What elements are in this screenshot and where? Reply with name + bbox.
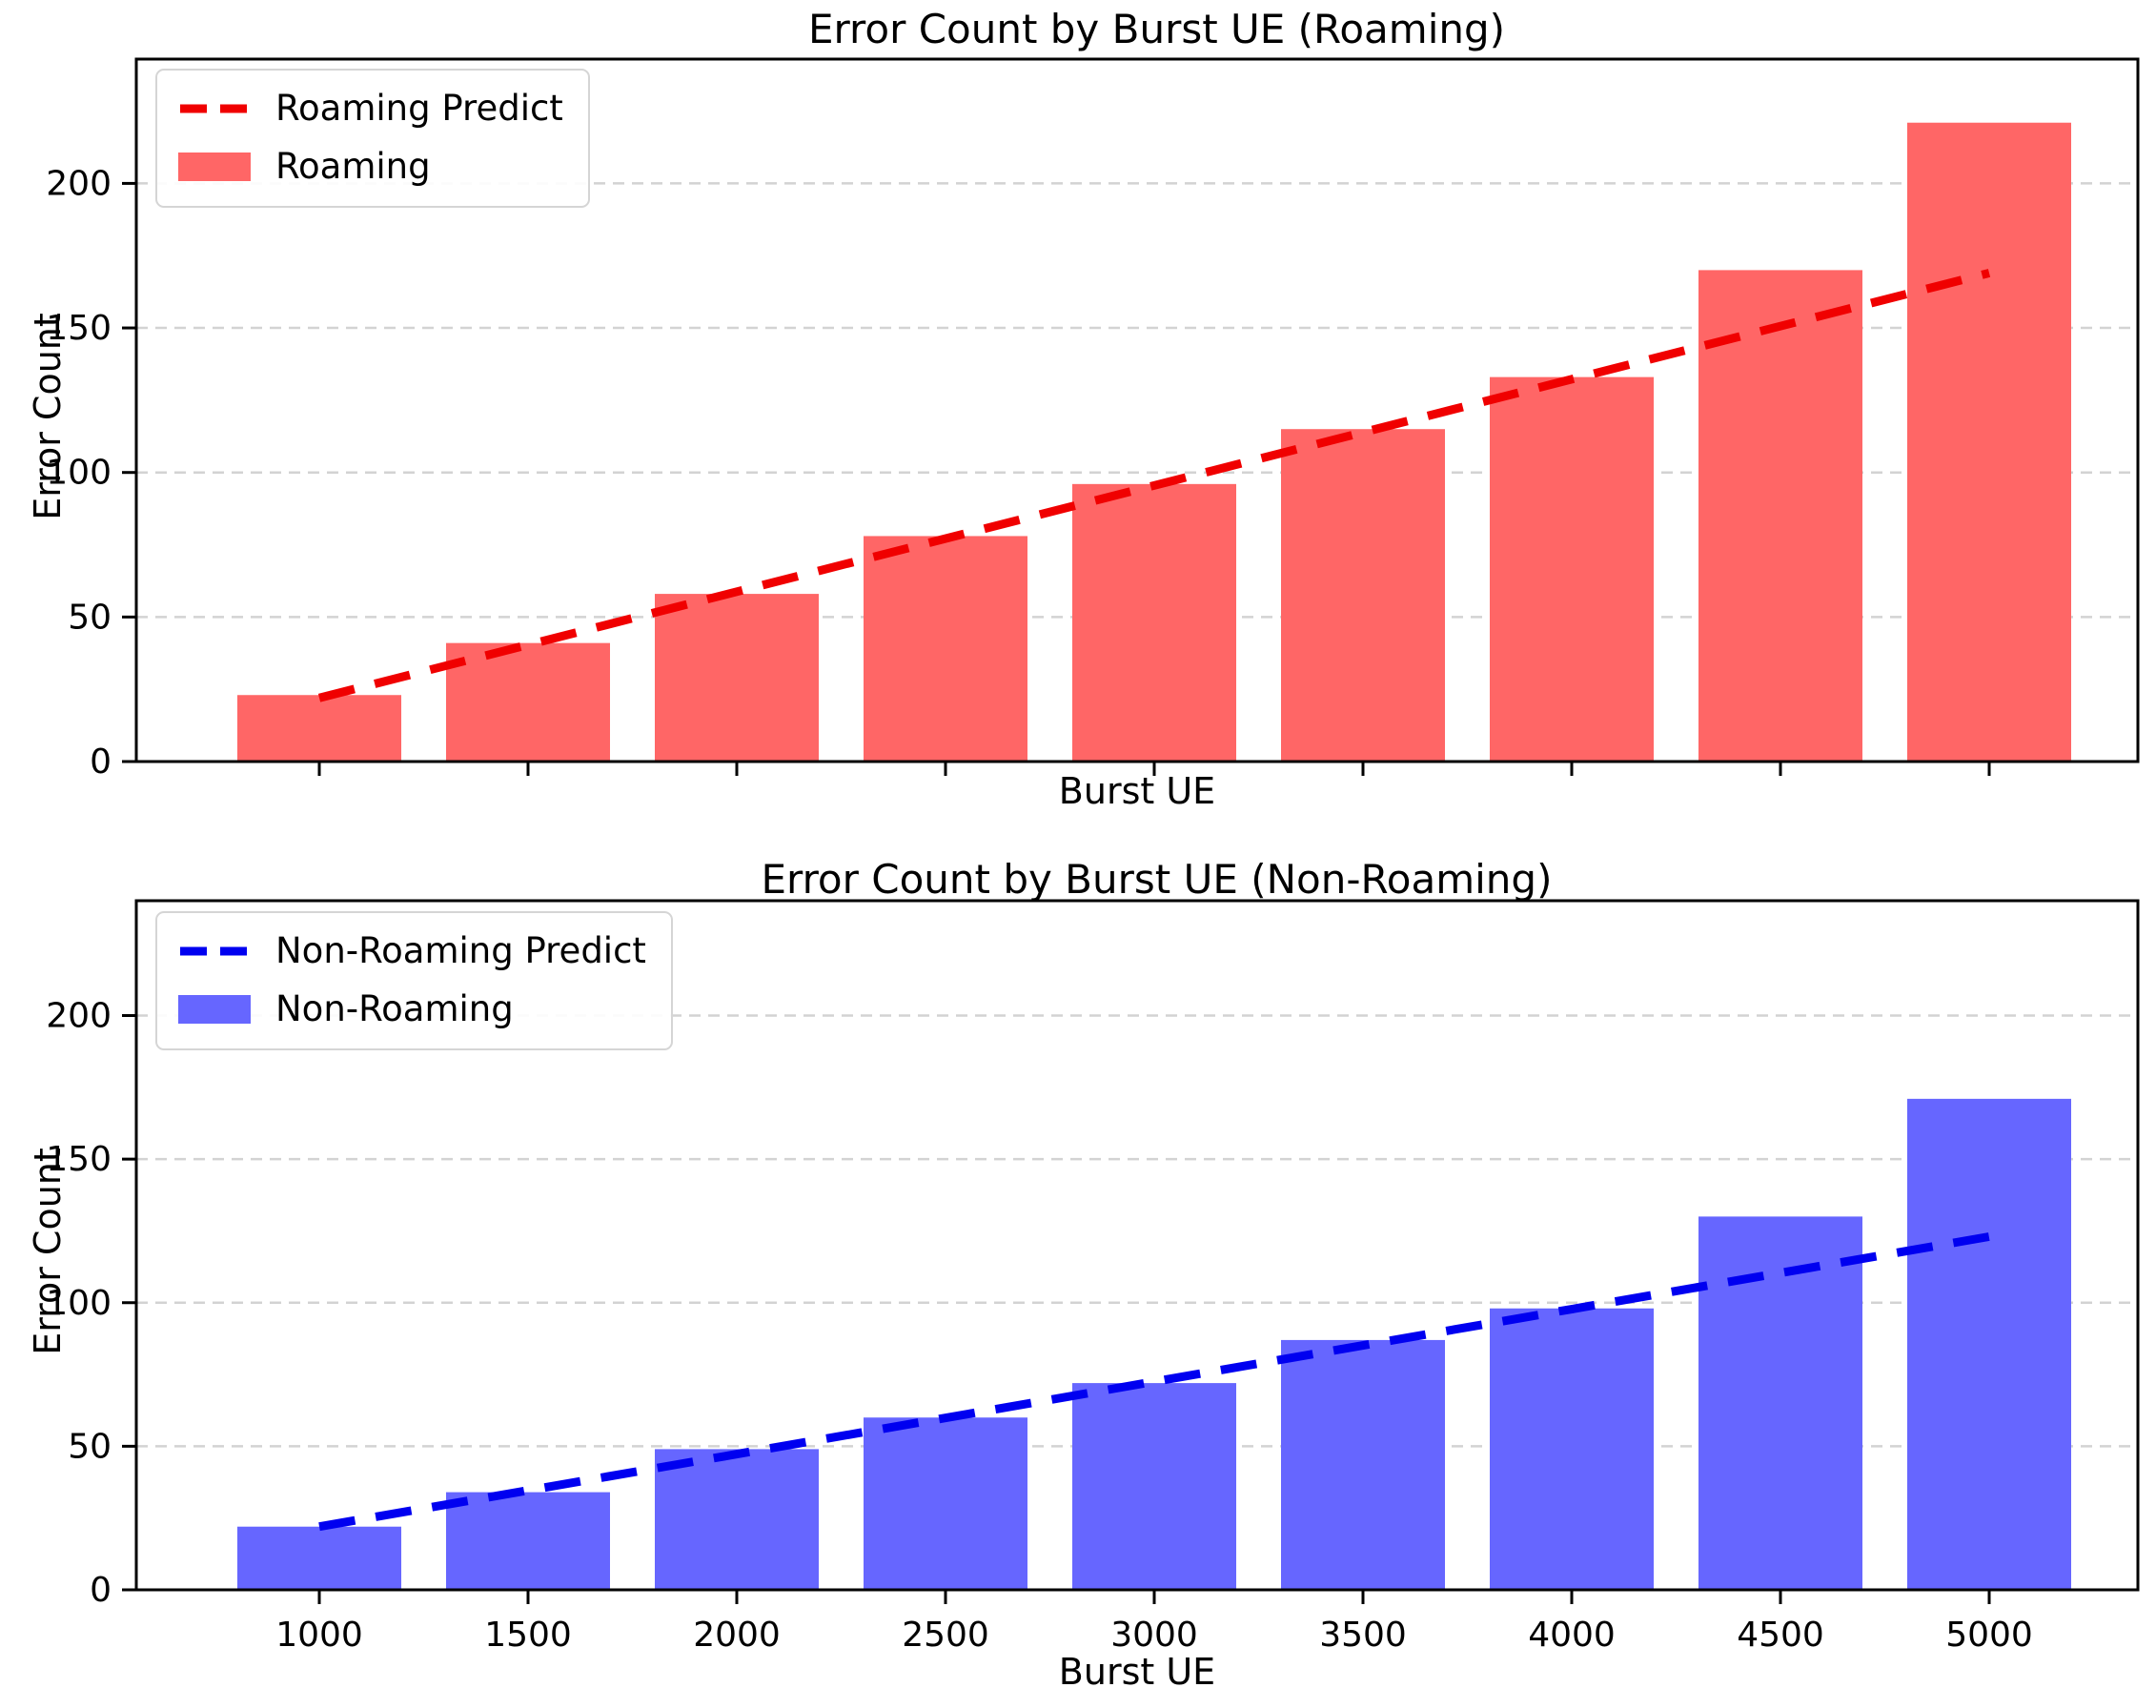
x-tick-label: 5000 bbox=[1945, 1616, 2033, 1655]
plot-border bbox=[134, 57, 2140, 763]
y-tick-label: 150 bbox=[46, 309, 112, 348]
legend-label: Non-Roaming bbox=[275, 988, 514, 1029]
y-tick-label: 200 bbox=[46, 997, 112, 1036]
bar-roaming-2000 bbox=[655, 594, 819, 762]
y-tick-label: 50 bbox=[68, 598, 112, 637]
y-tick-label: 0 bbox=[90, 1571, 112, 1610]
bar-non-roaming-4000 bbox=[1490, 1308, 1654, 1590]
non-roaming-plot-area: 0 50 100 150 200 1000 1500 2000 2500 3000 3500 4000… bbox=[46, 899, 2140, 1655]
non-roaming-legend: Non-Roaming Predict Non-Roaming bbox=[155, 911, 673, 1050]
bar-color-swatch bbox=[178, 993, 251, 1026]
bar-roaming-1000 bbox=[237, 695, 401, 762]
plot-border bbox=[134, 899, 2140, 1592]
roaming-x-axis-label: Burst UE bbox=[1058, 770, 1216, 812]
legend-item-roaming: Roaming bbox=[178, 146, 563, 187]
legend-item-non-roaming-predict: Non-Roaming Predict bbox=[178, 930, 646, 971]
bar-roaming-5000 bbox=[1907, 122, 2071, 762]
y-tick-label: 200 bbox=[46, 164, 112, 203]
bar-roaming-3500 bbox=[1281, 429, 1445, 762]
trend-line-roaming-predict bbox=[317, 269, 1991, 702]
legend-item-non-roaming: Non-Roaming bbox=[178, 988, 646, 1029]
bar-roaming-4500 bbox=[1698, 270, 1862, 762]
x-tick-label: 2000 bbox=[693, 1616, 781, 1655]
x-tick-label: 3000 bbox=[1110, 1616, 1198, 1655]
non-roaming-x-axis-label: Burst UE bbox=[1058, 1651, 1216, 1693]
legend-label: Roaming bbox=[275, 146, 431, 187]
roaming-legend: Roaming Predict Roaming bbox=[155, 69, 590, 208]
bar-color-swatch bbox=[178, 151, 251, 183]
x-tick-label: 4500 bbox=[1737, 1616, 1824, 1655]
bar-non-roaming-2000 bbox=[655, 1449, 819, 1590]
bar-non-roaming-2500 bbox=[864, 1417, 1027, 1590]
bar-roaming-3000 bbox=[1072, 483, 1236, 762]
bar-non-roaming-1500 bbox=[446, 1492, 610, 1590]
bar-non-roaming-3500 bbox=[1281, 1339, 1445, 1590]
y-tick-label: 100 bbox=[46, 1284, 112, 1323]
bar-roaming-2500 bbox=[864, 536, 1027, 762]
legend-label: Roaming Predict bbox=[275, 88, 563, 129]
bar-roaming-1500 bbox=[446, 642, 610, 762]
dashed-line-swatch bbox=[178, 92, 251, 125]
y-tick-label: 100 bbox=[46, 454, 112, 493]
x-tick-label: 1500 bbox=[484, 1616, 572, 1655]
non-roaming-chart: Error Count by Burst UE (Non-Roaming) Er… bbox=[0, 854, 2156, 1708]
x-tick-label: 2500 bbox=[902, 1616, 989, 1655]
bar-non-roaming-1000 bbox=[237, 1526, 401, 1590]
y-tick-label: 150 bbox=[46, 1140, 112, 1179]
bar-roaming-4000 bbox=[1490, 376, 1654, 762]
non-roaming-chart-title: Error Count by Burst UE (Non-Roaming) bbox=[761, 856, 1553, 903]
legend-label: Non-Roaming Predict bbox=[275, 930, 646, 971]
y-tick-label: 0 bbox=[90, 742, 112, 782]
x-tick-label: 3500 bbox=[1319, 1616, 1407, 1655]
bar-non-roaming-4500 bbox=[1698, 1216, 1862, 1590]
roaming-chart: Error Count by Burst UE (Roaming) Error … bbox=[27, 6, 2140, 812]
bar-non-roaming-3000 bbox=[1072, 1383, 1236, 1590]
dashed-line-swatch bbox=[178, 935, 251, 967]
x-tick-label: 1000 bbox=[275, 1616, 363, 1655]
roaming-plot-area: 0 50 100 150 200 bbox=[46, 57, 2140, 782]
x-tick-label: 4000 bbox=[1528, 1616, 1616, 1655]
legend-item-roaming-predict: Roaming Predict bbox=[178, 88, 563, 129]
bar-non-roaming-5000 bbox=[1907, 1098, 2071, 1590]
y-tick-label: 50 bbox=[68, 1427, 112, 1466]
roaming-chart-title: Error Count by Burst UE (Roaming) bbox=[807, 6, 1506, 52]
